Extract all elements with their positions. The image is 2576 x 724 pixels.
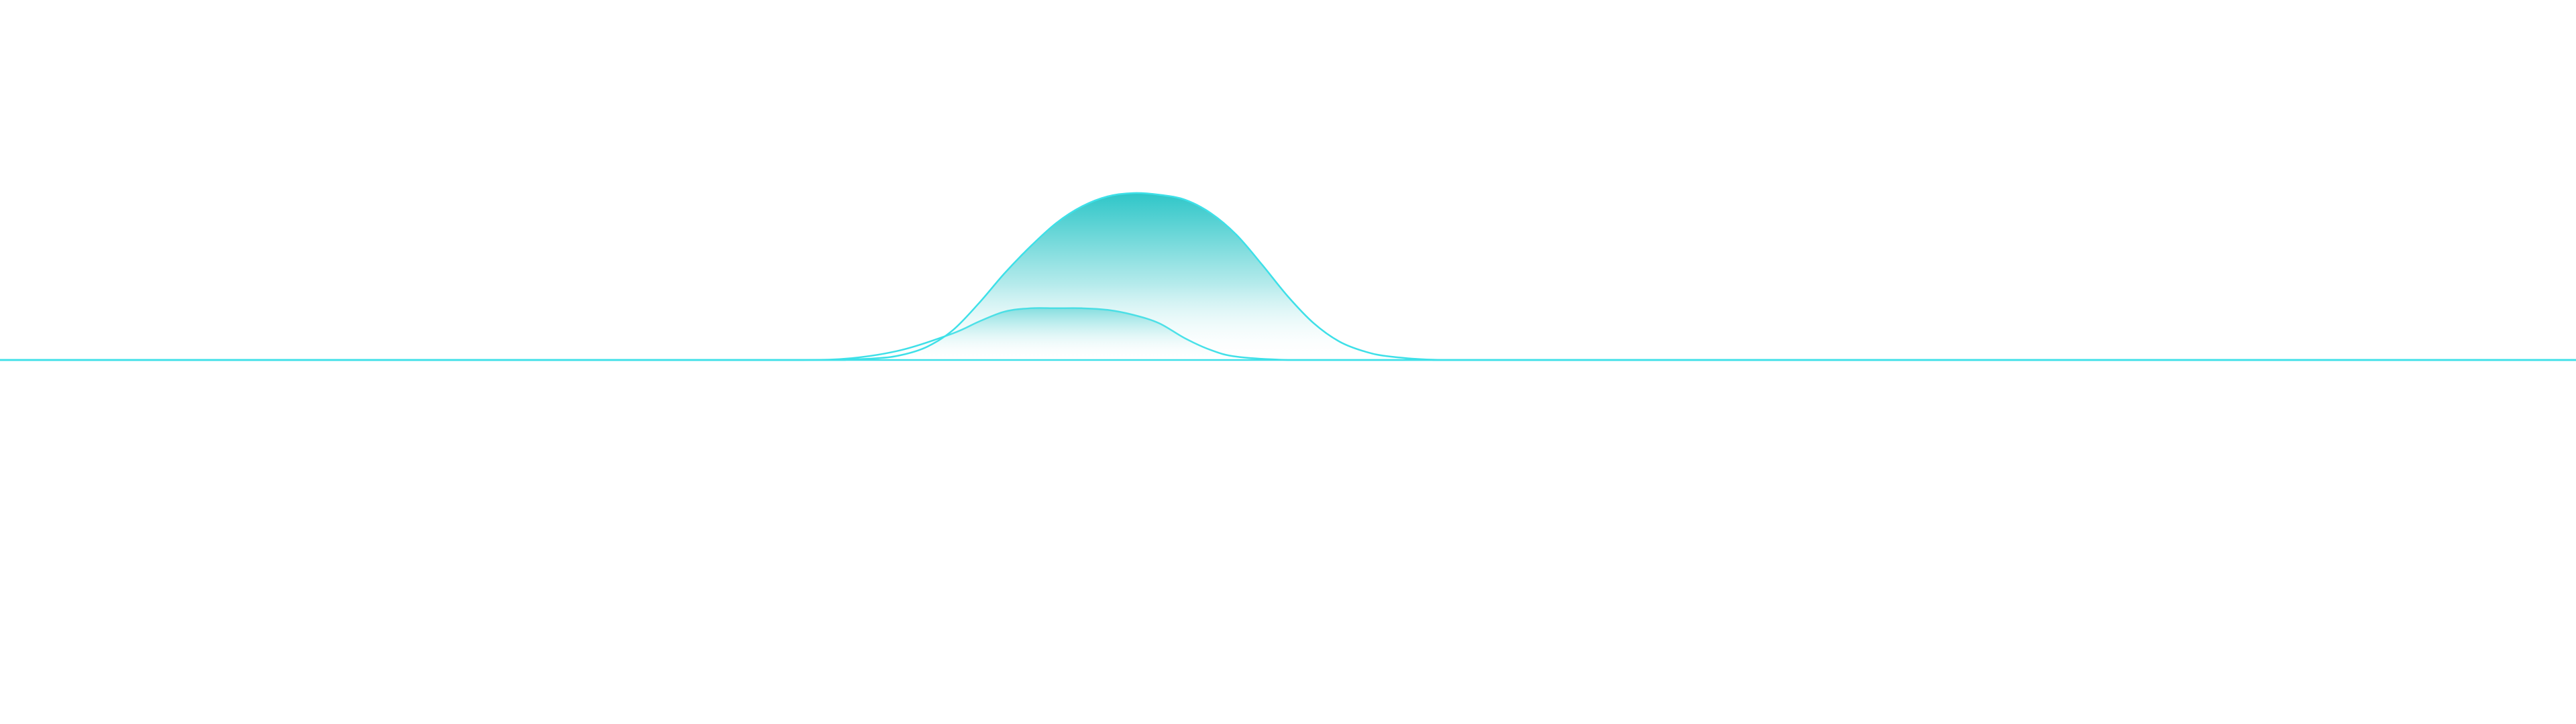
- series-layer: [0, 192, 2576, 361]
- high-wave-area-fill: [0, 192, 2576, 360]
- series-high-wave: [0, 192, 2576, 361]
